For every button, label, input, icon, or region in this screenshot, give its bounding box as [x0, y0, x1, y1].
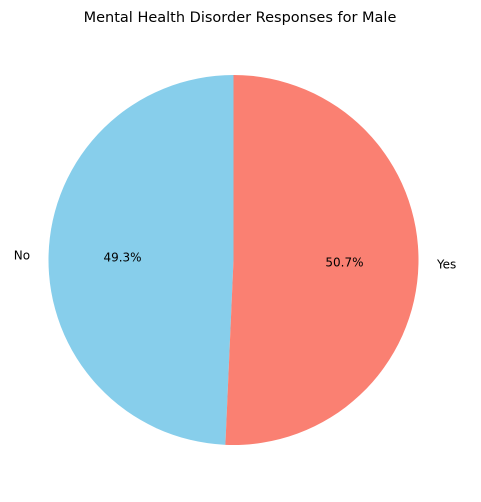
chart-title: Mental Health Disorder Responses for Mal…: [84, 10, 397, 26]
pie-percent-label-yes: 50.7%: [325, 255, 363, 269]
pie-labels: No 49.3% Yes 50.7%: [14, 249, 457, 272]
pie-category-label-no: No: [14, 249, 30, 263]
pie-percent-label-no: 49.3%: [103, 251, 141, 265]
pie-slices: [48, 75, 419, 445]
pie-category-label-yes: Yes: [436, 257, 456, 271]
pie-slice-no: [48, 75, 234, 445]
pie-slice-yes: [225, 75, 419, 445]
